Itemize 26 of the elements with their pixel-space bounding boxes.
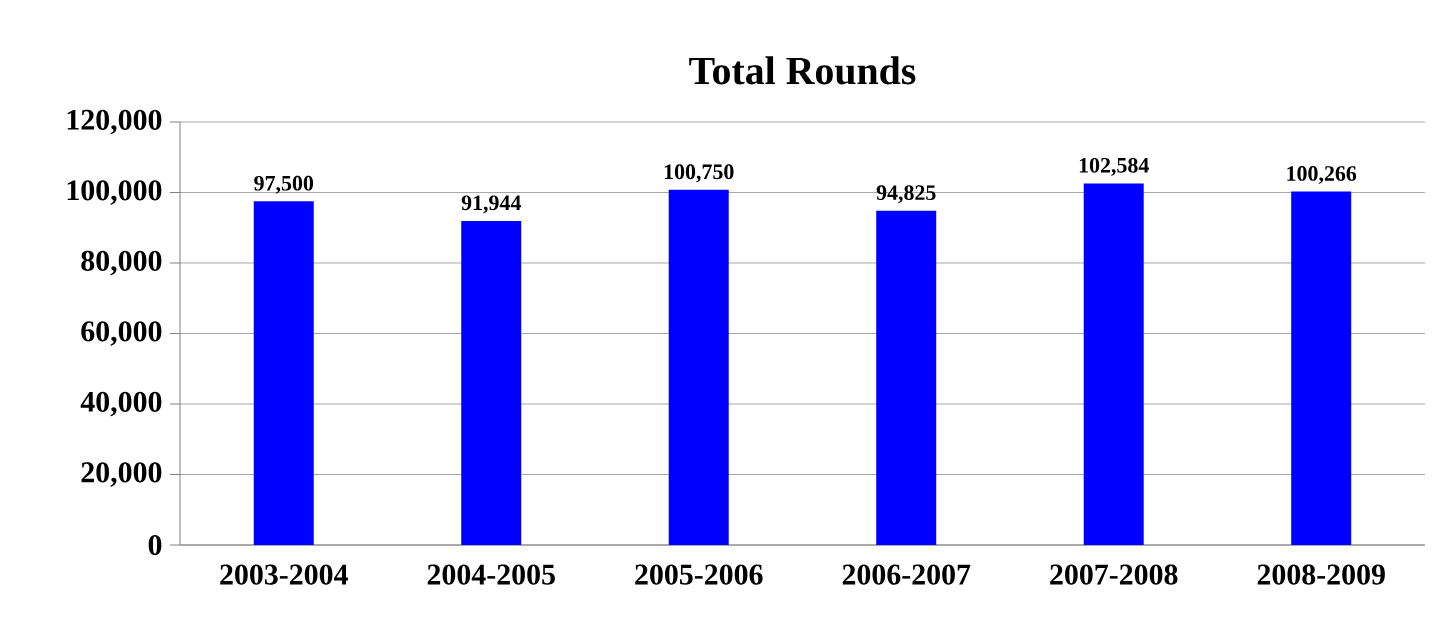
y-tick-label: 40,000: [80, 391, 162, 417]
y-tick-label: 100,000: [67, 180, 162, 205]
x-tick-label: 2006-2007: [842, 564, 971, 585]
data-label: 91,944: [461, 195, 521, 214]
bar: [253, 201, 314, 545]
x-tick-label: 2004-2005: [427, 564, 555, 585]
bar: [668, 189, 729, 545]
y-tick-label: 120,000: [67, 109, 162, 135]
data-label: 100,266: [1287, 166, 1357, 185]
x-tick-label: 2008-2009: [1257, 564, 1385, 585]
data-label: 94,825: [876, 185, 936, 204]
bar: [461, 220, 522, 545]
x-tick-label: 2007-2008: [1050, 564, 1178, 585]
y-tick-label: 80,000: [81, 250, 162, 276]
x-tick-label: 2003-2004: [220, 564, 348, 585]
y-tick-label: 0: [148, 534, 162, 556]
data-label: 100,750: [664, 164, 734, 183]
x-tick-label: 2005-2006: [635, 564, 763, 585]
data-label: 102,584: [1079, 157, 1149, 176]
y-tick-label: 60,000: [81, 321, 162, 346]
bar: [1291, 191, 1352, 545]
data-label: 97,500: [254, 175, 314, 194]
y-tick-label: 20,000: [81, 462, 162, 487]
chart-title: Total Rounds: [689, 56, 916, 85]
bar: [876, 210, 937, 545]
bar: [1083, 183, 1144, 545]
